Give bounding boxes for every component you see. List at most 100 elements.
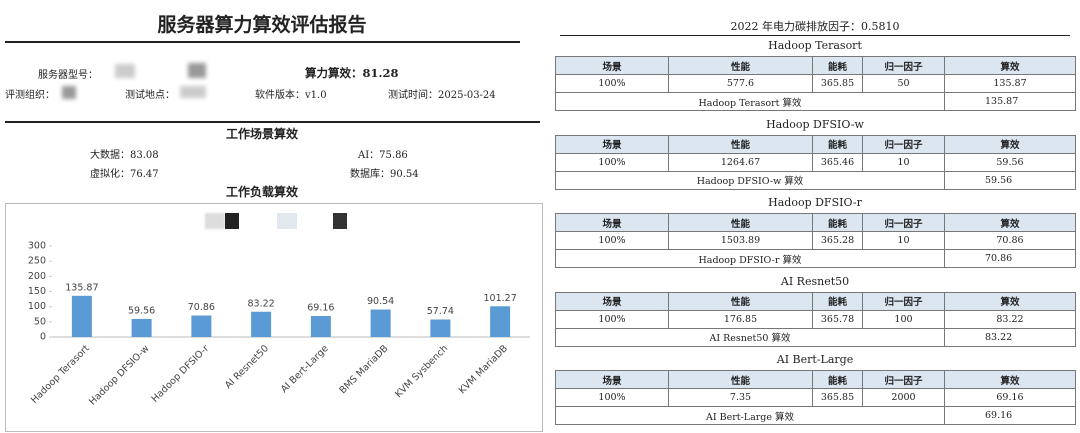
cell: 100% [555,309,669,329]
header-row: 场景 性能 能耗 归一因子 算效 [555,56,1076,75]
header-cell: 性能 [668,213,813,232]
header-cell: 归一因子 [862,134,945,154]
bar [370,309,391,337]
bar [251,311,272,337]
table-title: Hadoop Terasort [768,39,862,52]
cell: 100% [555,152,669,172]
value-label: 83.22 [248,298,275,309]
header-cell: 算效 [944,213,1076,232]
bar [430,319,451,337]
report-title: 服务器算力算效评估报告 [157,14,367,36]
header-cell: 能耗 [812,56,863,75]
cell: 1503.89 [668,231,813,250]
summary-label: Hadoop DFSIO-r 算效 [555,249,945,268]
cell: 70.86 [944,231,1076,250]
value-label: 57.74 [427,306,454,317]
header-cell: 场景 [555,291,669,311]
cell: 365.85 [812,388,863,407]
x-tick-label: KVM Sysbench [393,343,450,400]
data-row: 100% 1503.89 365.28 10 70.86 [555,231,1076,250]
summary-value: 59.56 [944,170,1076,190]
summary-label: AI Bert-Large 算效 [555,406,945,425]
header-cell: 归一因子 [862,291,945,311]
value-label: 101.27 [484,293,517,304]
summary-value: 135.87 [944,92,1076,111]
workload-table: 场景 性能 能耗 归一因子 算效 100% 1503.89 365.28 10 70.86 Hado… [555,213,1076,268]
table-title: Hadoop DFSIO-w [766,117,864,131]
header-cell: 算效 [944,291,1076,311]
summary-row: Hadoop Terasort 算效 135.87 [555,92,1076,111]
value-label: 69.16 [307,303,334,314]
cell: 50 [862,74,945,93]
cell: 176.85 [668,309,813,329]
header-cell: 算效 [944,134,1076,154]
header-cell: 能耗 [812,370,863,389]
header-row: 场景 性能 能耗 归一因子 算效 [555,291,1076,311]
cell: 100% [555,231,669,250]
cell: 1264.67 [668,152,813,172]
data-row: 100% 1264.67 365.46 10 59.56 [555,152,1076,172]
field: 服务器型号： [38,70,98,81]
value-label: 135.87 [65,282,98,293]
header-cell: 能耗 [812,291,863,311]
summary-label: Hadoop Terasort 算效 [555,92,945,111]
scenario: AI：75.86 [358,150,408,161]
workload-table: 场景 性能 能耗 归一因子 算效 100% 176.85 365.78 100 83.22 AI R… [555,291,1076,347]
y-tick-label: 50 [34,316,46,327]
bar [71,295,92,337]
y-tick-label: 100 [28,301,46,312]
header-cell: 归一因子 [862,370,945,389]
summary-label: AI Resnet50 算效 [555,327,945,347]
summary-value: 83.22 [944,327,1076,347]
redacted [62,86,76,99]
summary-label: Hadoop DFSIO-w 算效 [555,170,945,190]
y-tick-label: 150 [28,286,46,297]
legend-blur [225,213,239,229]
header-row: 场景 性能 能耗 归一因子 算效 [555,134,1076,154]
header-cell: 场景 [555,56,669,75]
workload-table: 场景 性能 能耗 归一因子 算效 100% 7.35 365.85 2000 69.16 AI Be… [555,370,1076,425]
data-row: 100% 176.85 365.78 100 83.22 [555,309,1076,329]
cell: 365.85 [812,74,863,93]
cell: 365.28 [812,231,863,250]
redacted [115,64,135,78]
x-tick-label: AI Resnet50 [223,343,271,391]
score: 算力算效：81.28 [305,66,399,80]
cell: 69.16 [944,388,1076,407]
workload-table: 场景 性能 能耗 归一因子 算效 100% 1264.67 365.46 10 59.56 Hado… [555,134,1076,190]
summary-row: Hadoop DFSIO-r 算效 70.86 [555,249,1076,268]
cell: 100% [555,74,669,93]
value-label: 59.56 [128,305,155,316]
header-cell: 性能 [668,291,813,311]
x-tick-label: AI Bert-Large [279,343,331,395]
redacted [188,63,206,78]
cell: 7.35 [668,388,813,407]
legend-blur [205,213,225,229]
divider [5,121,540,123]
cell: 2000 [862,388,945,407]
field: 软件版本：v1.0 [255,90,327,101]
value-label: 90.54 [367,296,394,307]
cell: 59.56 [944,152,1076,172]
data-row: 100% 577.6 365.85 50 135.87 [555,74,1076,93]
header-cell: 能耗 [812,213,863,232]
summary-value: 70.86 [944,249,1076,268]
chart-frame [5,203,543,432]
cell: 365.46 [812,152,863,172]
x-tick-label: KVM MariaDB [457,343,510,396]
header-cell: 算效 [944,370,1076,389]
cell: 100% [555,388,669,407]
header-cell: 场景 [555,134,669,154]
cell: 10 [862,152,945,172]
header-cell: 场景 [555,370,669,389]
header-cell: 算效 [944,56,1076,75]
y-tick-label: 250 [28,256,46,267]
scenario: 数据库：90.54 [350,169,419,180]
carbon-title: 2022 年电力碳排放因子：0.5810 [730,20,900,33]
redacted [180,86,206,98]
header-cell: 归一因子 [862,213,945,232]
bar [310,316,331,337]
header-cell: 场景 [555,213,669,232]
data-row: 100% 7.35 365.85 2000 69.16 [555,388,1076,407]
